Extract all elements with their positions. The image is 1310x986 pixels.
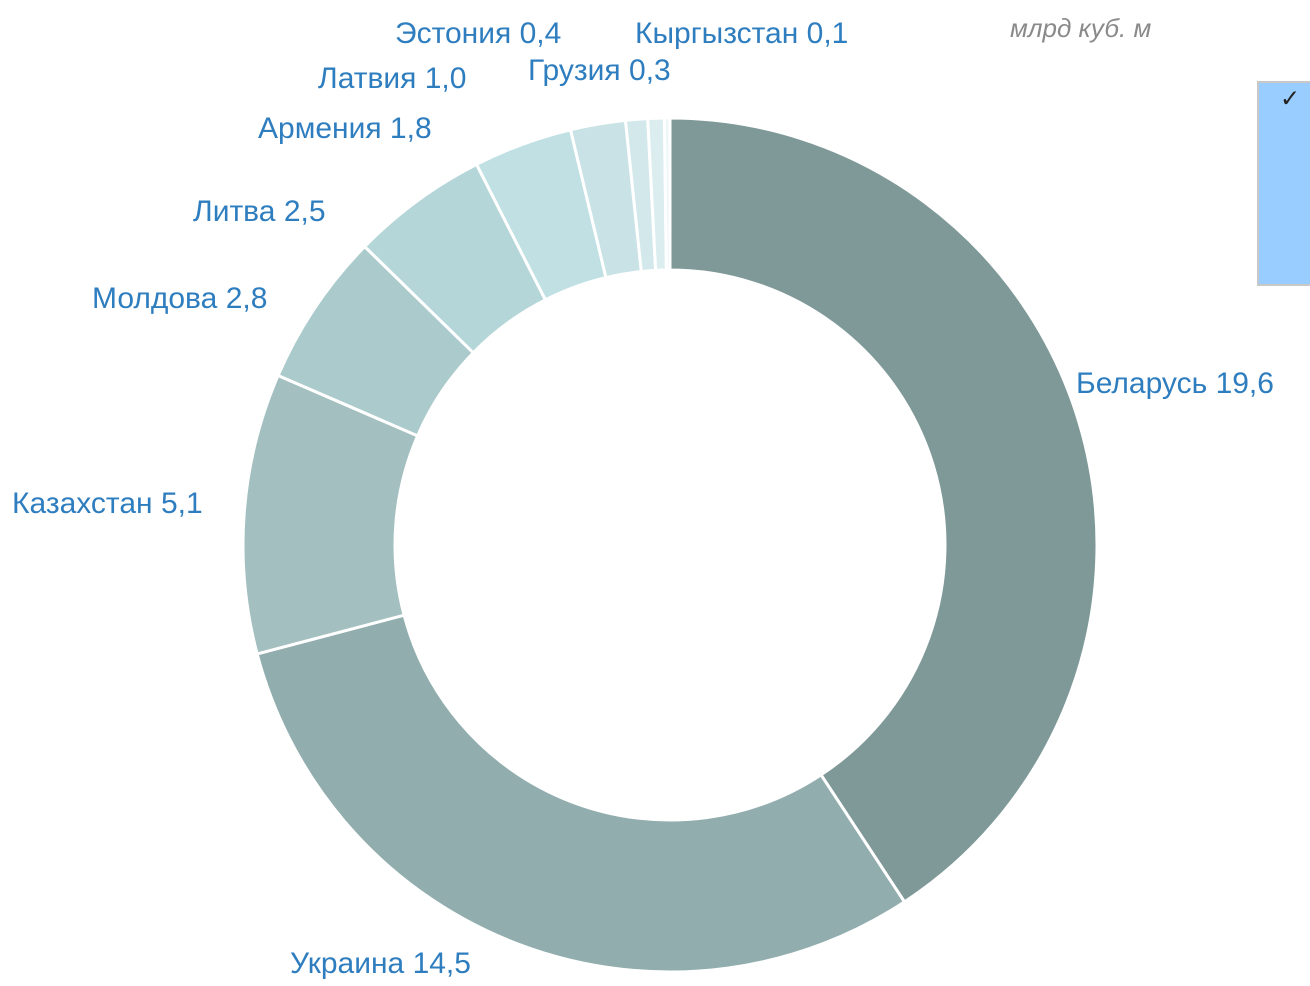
slice-label-name: Грузия bbox=[528, 54, 621, 87]
slice-label-name: Армения bbox=[258, 112, 382, 145]
slice-label-value: 14,5 bbox=[413, 947, 471, 980]
slice-label-value: 1,0 bbox=[425, 62, 467, 95]
slice-label-value: 2,5 bbox=[284, 195, 326, 228]
slice-label: Молдова 2,8 bbox=[92, 282, 267, 315]
slice-label: Литва 2,5 bbox=[193, 195, 326, 228]
slice-label-name: Латвия bbox=[318, 62, 416, 95]
overlay-check: ✓ bbox=[1280, 85, 1300, 112]
slice-label: Украина 14,5 bbox=[290, 947, 471, 980]
slice-label-name: Молдова bbox=[92, 282, 218, 315]
slice-label-value: 19,6 bbox=[1216, 367, 1274, 400]
slice-label-name: Эстония bbox=[395, 17, 511, 50]
slice-label-value: 0,3 bbox=[629, 54, 671, 87]
donut-slice bbox=[662, 116, 672, 272]
slice-label-value: 5,1 bbox=[161, 487, 203, 520]
slice-label: Латвия 1,0 bbox=[318, 62, 466, 95]
slice-label: Эстония 0,4 bbox=[395, 17, 561, 50]
slice-label: Кыргызстан 0,1 bbox=[635, 17, 848, 50]
slice-label: Беларусь 19,6 bbox=[1076, 367, 1274, 400]
slice-label-value: 0,4 bbox=[520, 17, 562, 50]
slice-label-value: 1,8 bbox=[390, 112, 432, 145]
slice-label: Армения 1,8 bbox=[258, 112, 432, 145]
slice-label-name: Казахстан bbox=[12, 487, 153, 520]
donut-slice bbox=[255, 613, 907, 974]
donut-slice bbox=[668, 116, 1099, 904]
chart-subtitle: млрд куб. м bbox=[1010, 13, 1151, 43]
slice-label-name: Литва bbox=[193, 195, 276, 228]
slice-label: Казахстан 5,1 bbox=[12, 487, 203, 520]
overlay-box bbox=[1257, 81, 1310, 286]
slice-label-value: 2,8 bbox=[226, 282, 268, 315]
slice-label-name: Беларусь bbox=[1076, 367, 1207, 400]
slice-label-name: Кыргызстан bbox=[635, 17, 798, 50]
slice-label: Грузия 0,3 bbox=[528, 54, 671, 87]
slice-label-name: Украина bbox=[290, 947, 405, 980]
slice-label-value: 0,1 bbox=[807, 17, 849, 50]
